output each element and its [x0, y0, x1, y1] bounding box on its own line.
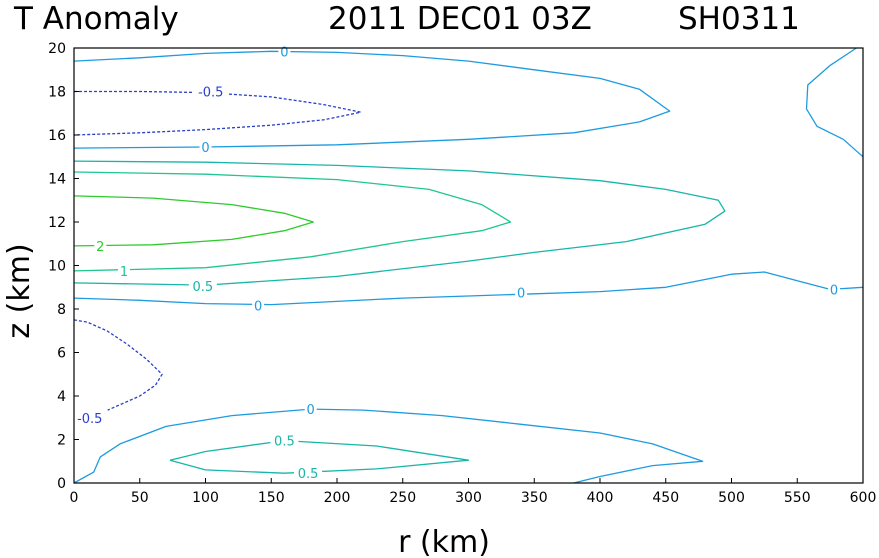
- contour-line-6: [73, 408, 704, 484]
- y-tick-label: 2: [57, 433, 66, 449]
- x-tick-label: 450: [652, 490, 679, 506]
- x-axis-label: r (km): [398, 525, 490, 558]
- contour-label-bg: [117, 262, 130, 278]
- contour-label-bg: [304, 401, 317, 417]
- contour-label-bg: [192, 83, 229, 99]
- contour-line-5: [73, 271, 864, 306]
- x-tick-label: 550: [784, 490, 811, 506]
- contour-line-4: [805, 47, 864, 158]
- y-tick-label: 8: [57, 302, 66, 318]
- x-tick-label: 500: [718, 490, 745, 506]
- contour-label-bg: [294, 465, 323, 481]
- contour-label-bg: [199, 138, 212, 154]
- contour-label: 0: [280, 45, 288, 60]
- contour-line-2: [73, 50, 671, 149]
- x-tick-label: 350: [521, 490, 548, 506]
- title-right: SH0311: [678, 1, 800, 37]
- contour-label: 0: [517, 287, 525, 302]
- x-tick-label: 600: [850, 490, 877, 506]
- y-tick-label: 4: [57, 389, 66, 405]
- contour-label-bg: [252, 297, 265, 313]
- contour-label: 2: [96, 240, 104, 255]
- y-tick-label: 10: [48, 259, 66, 275]
- contour-label-bg: [188, 278, 217, 294]
- contour-label: 1: [120, 265, 128, 280]
- contour-label: 0.5: [193, 280, 214, 295]
- contour-line-1: [73, 319, 163, 425]
- contour-line-10: [73, 195, 314, 247]
- y-axis-ticks: 0 2 4 6 8 10 12 14 16 18 20: [48, 41, 79, 492]
- y-tick-label: 6: [57, 346, 66, 362]
- y-tick-label: 16: [48, 128, 66, 144]
- contour-label: 0: [830, 283, 838, 298]
- contour-line-9: [73, 171, 512, 272]
- x-tick-label: 400: [587, 490, 614, 506]
- x-tick-label: 0: [70, 490, 79, 506]
- y-tick-label: 0: [57, 476, 66, 492]
- contour-labels: -0.5 -0.5 0 0 0 0 0 0 0.5 0.5 0.5 1 2: [71, 43, 841, 482]
- contour-line-8: [169, 439, 470, 474]
- contour-line-7: [73, 160, 726, 286]
- y-axis-label: z (km): [2, 243, 37, 338]
- contour-label-bg: [828, 281, 841, 297]
- title-left: T Anomaly: [13, 1, 179, 37]
- contour-label: 0: [201, 141, 209, 156]
- contour-label-bg: [270, 432, 299, 448]
- contour-line-0: [73, 90, 362, 136]
- contour-label: 0.5: [274, 435, 295, 450]
- contour-label-bg: [278, 43, 291, 59]
- contour-label: 0: [254, 300, 262, 315]
- x-tick-label: 250: [389, 490, 416, 506]
- contour-lines: [73, 47, 864, 484]
- x-tick-label: 300: [455, 490, 482, 506]
- y-tick-label: 14: [48, 172, 66, 188]
- contour-label: -0.5: [77, 412, 102, 427]
- contour-label: 0: [307, 403, 315, 418]
- contour-label: 0.5: [298, 467, 319, 482]
- x-tick-label: 100: [192, 490, 219, 506]
- contour-label: -0.5: [198, 86, 223, 101]
- x-tick-label: 150: [258, 490, 285, 506]
- plot-frame: [73, 47, 864, 484]
- y-tick-label: 20: [48, 41, 66, 57]
- x-axis-ticks: 0 50 100 150 200 250 300 350 400 450 500 550 600: [70, 478, 877, 506]
- y-tick-label: 12: [48, 215, 66, 231]
- x-tick-label: 50: [131, 490, 149, 506]
- y-tick-label: 18: [48, 85, 66, 101]
- contour-label-bg: [515, 284, 528, 300]
- contour-label-bg: [71, 409, 108, 425]
- title-middle: 2011 DEC01 03Z: [328, 1, 592, 37]
- x-tick-label: 200: [324, 490, 351, 506]
- contour-label-bg: [94, 237, 107, 253]
